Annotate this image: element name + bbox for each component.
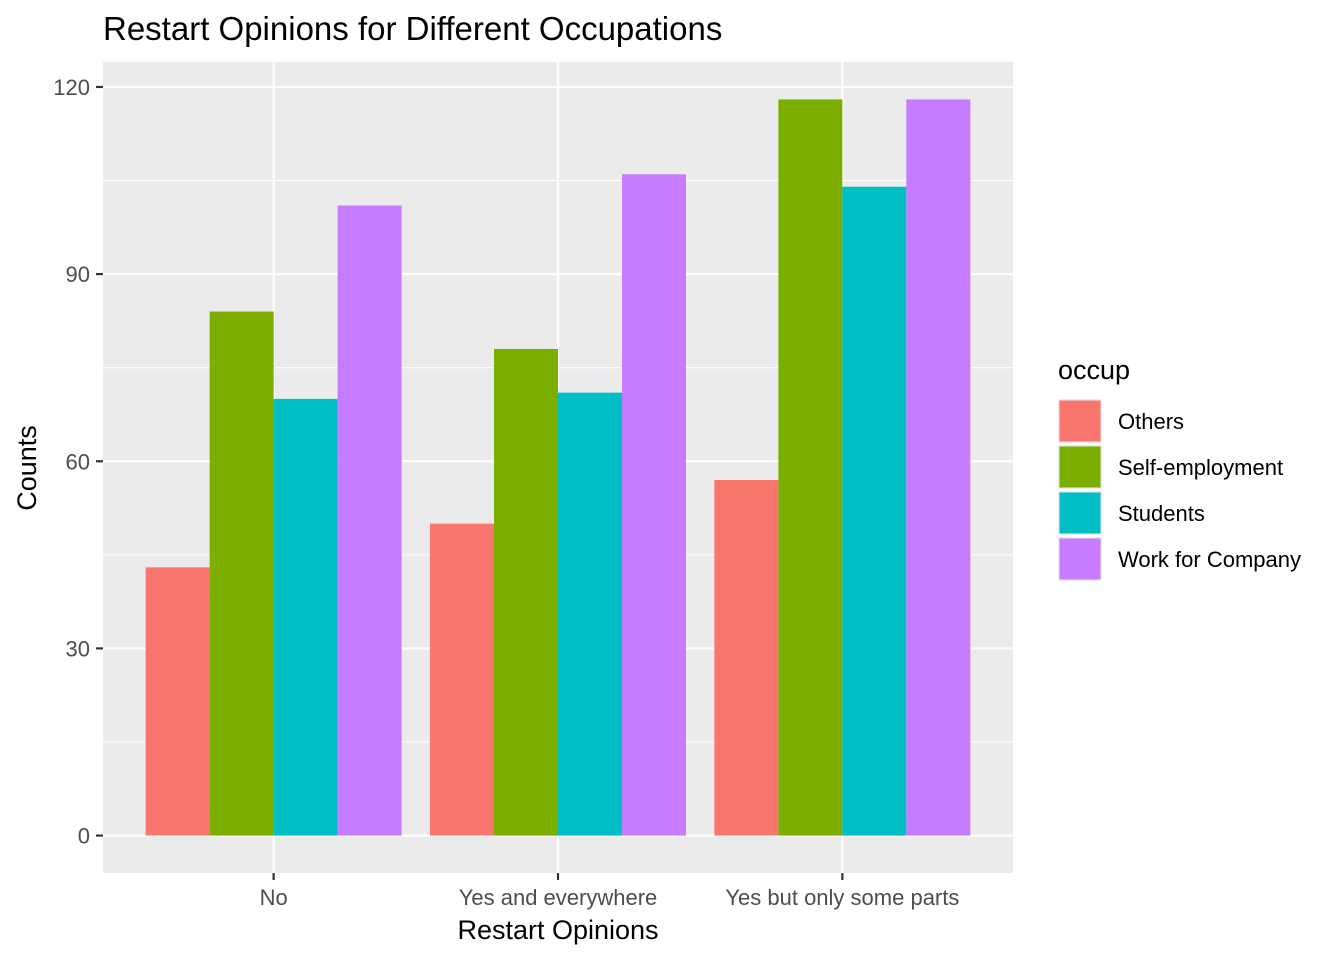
x-tick-label: Yes and everywhere bbox=[459, 885, 658, 910]
y-tick-label: 120 bbox=[53, 75, 90, 100]
legend-title: occup bbox=[1058, 355, 1130, 385]
y-tick-label: 60 bbox=[66, 449, 90, 474]
bar-self-employment-2 bbox=[494, 348, 558, 836]
bars bbox=[145, 99, 971, 836]
chart-title: Restart Opinions for Different Occupatio… bbox=[103, 10, 722, 47]
legend-label-work-for-company: Work for Company bbox=[1118, 547, 1301, 572]
legend-swatch-work-for-company bbox=[1059, 538, 1101, 580]
y-axis: 0 30 60 90 120 bbox=[53, 75, 103, 849]
x-tick-label: No bbox=[260, 885, 288, 910]
x-axis: No Yes and everywhere Yes but only some pa… bbox=[260, 873, 959, 910]
bar-work-for-company-3 bbox=[906, 99, 971, 836]
x-tick-label: Yes but only some parts bbox=[725, 885, 959, 910]
bar-others-3 bbox=[714, 479, 779, 836]
bar-work-for-company-2 bbox=[621, 174, 686, 836]
legend-label-self-employment: Self-employment bbox=[1118, 455, 1283, 480]
bar-others-1 bbox=[145, 567, 210, 836]
legend-swatch-students bbox=[1059, 492, 1101, 534]
bar-students-1 bbox=[273, 398, 338, 836]
legend-swatch-others bbox=[1059, 400, 1101, 442]
legend-swatch-self-employment bbox=[1059, 446, 1101, 488]
x-axis-title: Restart Opinions bbox=[457, 915, 658, 945]
legend: occup Others Self-employment Students Work … bbox=[1058, 355, 1301, 581]
legend-label-students: Students bbox=[1118, 501, 1205, 526]
y-tick-label: 90 bbox=[66, 262, 90, 287]
legend-label-others: Others bbox=[1118, 409, 1184, 434]
bar-work-for-company-1 bbox=[337, 205, 402, 836]
y-axis-title: Counts bbox=[12, 425, 42, 511]
y-tick-label: 30 bbox=[66, 636, 90, 661]
bar-students-3 bbox=[842, 186, 907, 836]
y-tick-label: 0 bbox=[78, 824, 90, 849]
bar-self-employment-1 bbox=[209, 311, 274, 836]
bar-self-employment-3 bbox=[778, 99, 843, 836]
bar-others-2 bbox=[430, 523, 495, 836]
bar-students-2 bbox=[558, 392, 622, 836]
